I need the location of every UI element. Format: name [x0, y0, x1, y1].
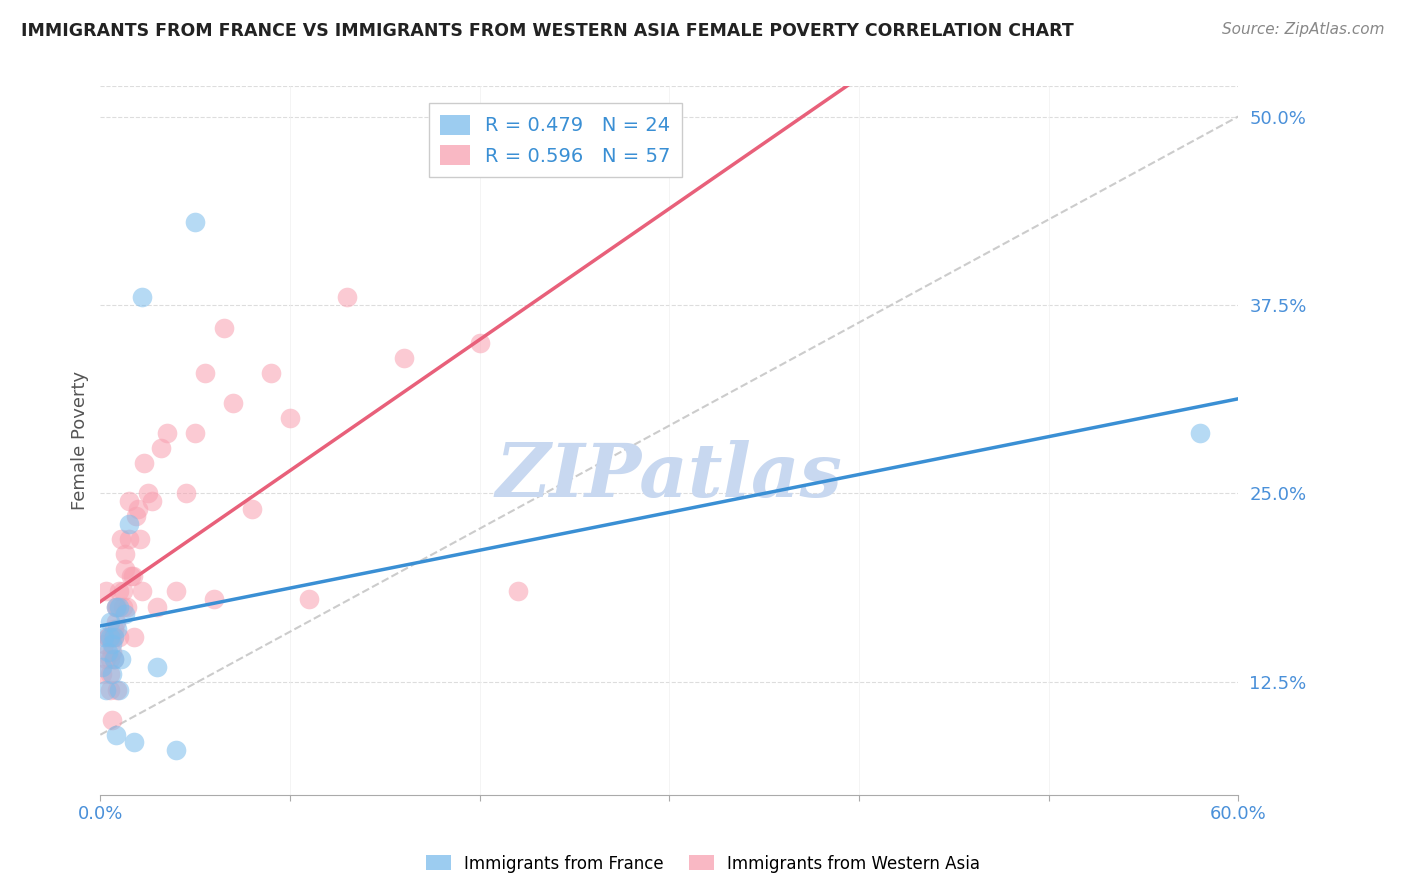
Point [124, 630, 146, 644]
Point [114, 547, 136, 561]
Point [127, 501, 149, 516]
Point [120, 569, 142, 583]
Point [100, 667, 122, 681]
Point [104, 728, 127, 742]
Point [98, 682, 121, 697]
Point [124, 735, 146, 749]
Point [165, 743, 187, 757]
Point [129, 532, 152, 546]
Point [212, 320, 235, 334]
Point [103, 630, 125, 644]
Point [114, 562, 136, 576]
Point [131, 290, 153, 304]
Point [468, 335, 491, 350]
Point [100, 630, 122, 644]
Point [114, 607, 136, 621]
Point [298, 592, 321, 607]
Point [184, 215, 207, 229]
Point [91, 660, 114, 674]
Point [107, 682, 129, 697]
Point [112, 599, 135, 614]
Point [125, 509, 148, 524]
Point [118, 516, 141, 531]
Y-axis label: Female Poverty: Female Poverty [72, 371, 89, 510]
Point [100, 645, 122, 659]
Point [98, 615, 121, 629]
Point [100, 637, 122, 651]
Point [103, 652, 125, 666]
Legend: Immigrants from France, Immigrants from Western Asia: Immigrants from France, Immigrants from … [419, 848, 987, 880]
Point [107, 599, 129, 614]
Point [110, 532, 132, 546]
Point [108, 584, 131, 599]
Point [97, 630, 120, 644]
Point [97, 630, 120, 644]
Point [150, 442, 173, 456]
Point [118, 494, 141, 508]
Point [121, 569, 143, 583]
Text: Source: ZipAtlas.com: Source: ZipAtlas.com [1222, 22, 1385, 37]
Point [146, 599, 169, 614]
Point [260, 366, 283, 380]
Point [108, 682, 131, 697]
Point [174, 486, 197, 500]
Point [94, 652, 117, 666]
Point [93, 637, 115, 651]
Text: IMMIGRANTS FROM FRANCE VS IMMIGRANTS FROM WESTERN ASIA FEMALE POVERTY CORRELATIO: IMMIGRANTS FROM FRANCE VS IMMIGRANTS FRO… [21, 22, 1074, 40]
Point [194, 366, 217, 380]
Point [94, 682, 117, 697]
Point [94, 584, 117, 599]
Point [336, 290, 359, 304]
Point [141, 494, 163, 508]
Point [104, 599, 127, 614]
Point [97, 645, 120, 659]
Point [104, 615, 127, 629]
Point [107, 622, 129, 636]
Point [98, 652, 121, 666]
Point [100, 713, 122, 727]
Point [146, 660, 169, 674]
Point [156, 426, 179, 441]
Point [132, 456, 155, 470]
Point [98, 630, 121, 644]
Point [108, 599, 131, 614]
Point [184, 426, 207, 441]
Text: ZIPatlas: ZIPatlas [496, 440, 842, 512]
Point [392, 351, 415, 365]
Point [108, 630, 131, 644]
Point [240, 501, 263, 516]
Point [115, 599, 138, 614]
Point [202, 592, 225, 607]
Point [103, 622, 125, 636]
Point [103, 652, 125, 666]
Point [93, 630, 115, 644]
Point [165, 584, 187, 599]
Point [1189, 426, 1212, 441]
Point [98, 667, 121, 681]
Point [278, 411, 301, 425]
Point [104, 599, 127, 614]
Point [222, 396, 245, 410]
Point [118, 532, 141, 546]
Point [110, 652, 132, 666]
Point [131, 584, 153, 599]
Point [91, 667, 114, 681]
Point [136, 486, 159, 500]
Point [112, 584, 135, 599]
Point [506, 584, 529, 599]
Point [103, 630, 125, 644]
Legend: R = 0.479   N = 24, R = 0.596   N = 57: R = 0.479 N = 24, R = 0.596 N = 57 [429, 103, 682, 178]
